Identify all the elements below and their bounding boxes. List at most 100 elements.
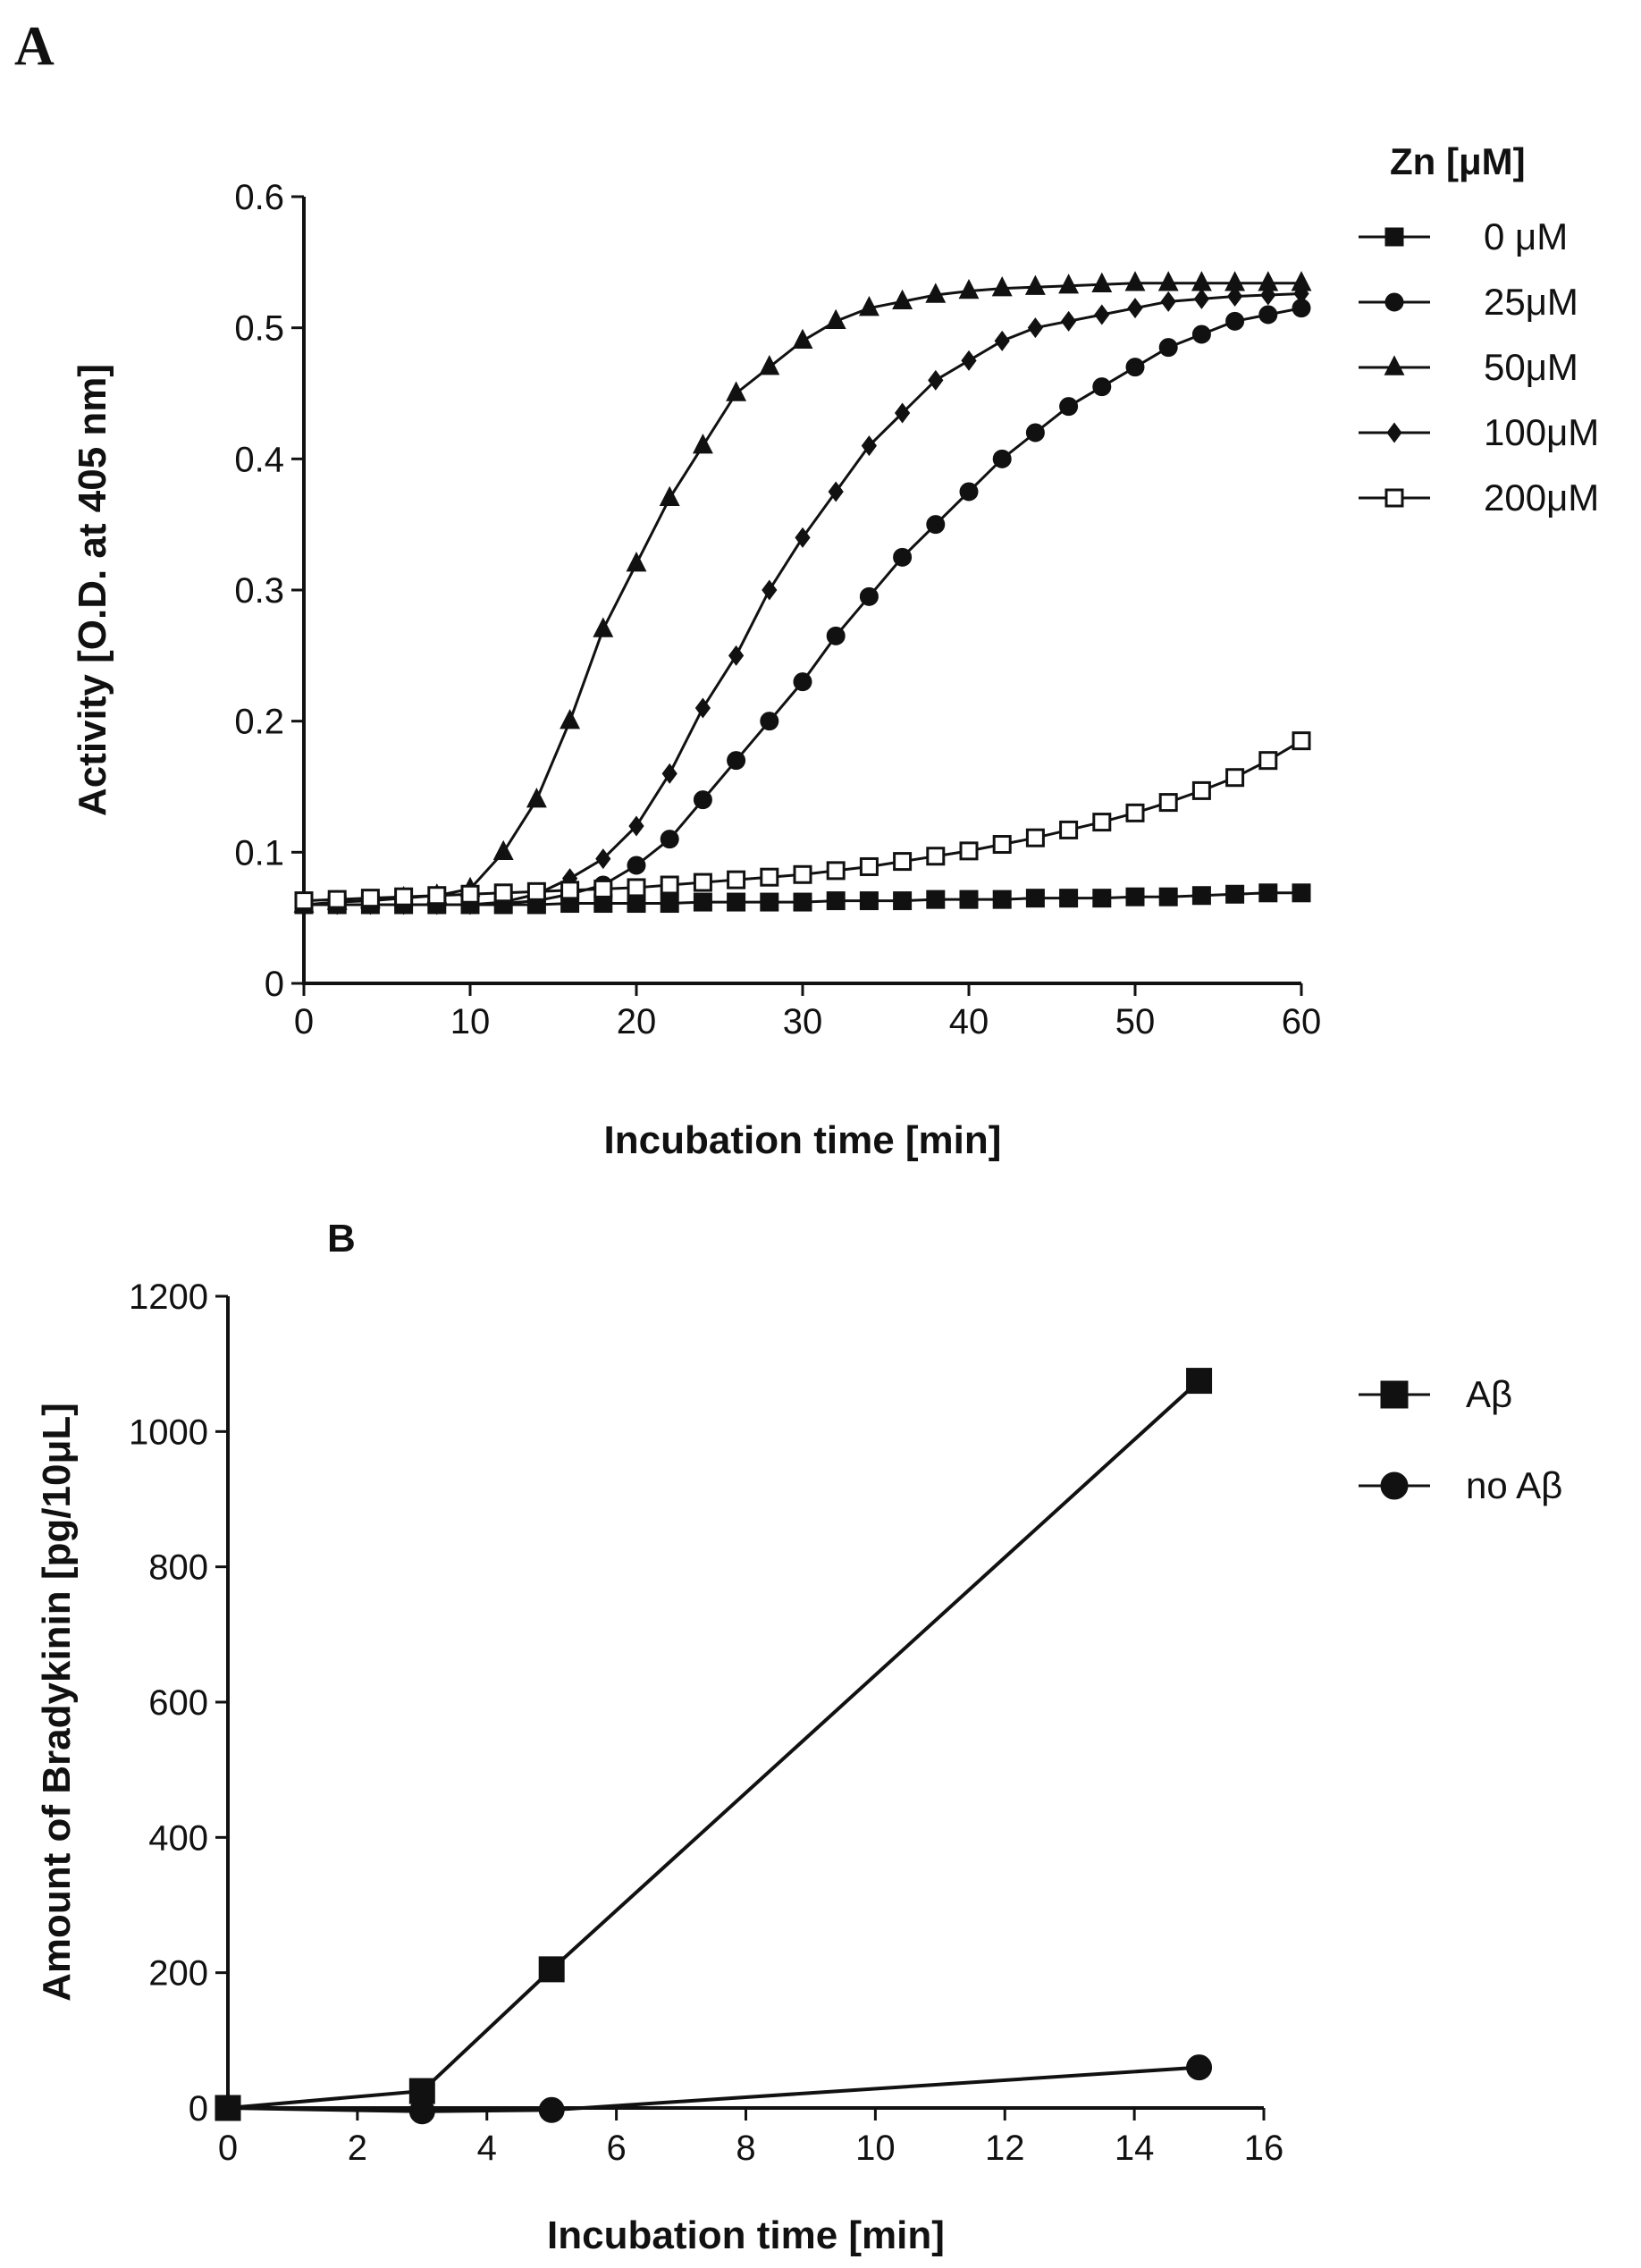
data-point bbox=[1260, 284, 1276, 306]
data-point bbox=[994, 330, 1010, 351]
x-tick-label: 0 bbox=[218, 2129, 238, 2168]
y-tick-label: 600 bbox=[148, 1683, 208, 1723]
data-point bbox=[760, 867, 779, 887]
legend-marker bbox=[1384, 292, 1404, 312]
legend-marker bbox=[1380, 1380, 1409, 1409]
data-point bbox=[1092, 889, 1112, 908]
data-point bbox=[892, 289, 913, 310]
data-point bbox=[560, 881, 580, 900]
x-tick-label: 12 bbox=[985, 2129, 1025, 2168]
x-tick-label: 50 bbox=[1115, 1002, 1156, 1041]
data-point bbox=[1225, 768, 1245, 788]
legend-label: 100μM bbox=[1484, 411, 1599, 453]
data-point bbox=[1125, 358, 1145, 377]
data-point bbox=[660, 875, 679, 895]
data-point bbox=[926, 515, 946, 535]
y-tick-label: 200 bbox=[148, 1954, 208, 1994]
x-tick-label: 14 bbox=[1115, 2129, 1155, 2168]
x-tick-label: 30 bbox=[783, 1002, 823, 1041]
data-point bbox=[826, 891, 846, 911]
legend-marker bbox=[1380, 1471, 1409, 1500]
data-point bbox=[593, 617, 614, 637]
data-point bbox=[661, 763, 677, 784]
data-point bbox=[526, 881, 546, 901]
data-point bbox=[1191, 780, 1211, 800]
data-point bbox=[958, 278, 980, 299]
data-point bbox=[538, 1956, 565, 1983]
data-point bbox=[526, 788, 547, 808]
data-point bbox=[727, 870, 746, 889]
data-point bbox=[858, 296, 879, 316]
data-point bbox=[828, 481, 844, 502]
data-point bbox=[792, 328, 813, 350]
data-point bbox=[1060, 310, 1077, 332]
data-point bbox=[1092, 377, 1112, 397]
series-line-2 bbox=[303, 282, 1301, 906]
series-line-1 bbox=[304, 307, 1302, 906]
legend-label: 25μM bbox=[1484, 281, 1578, 323]
data-point bbox=[693, 892, 712, 912]
data-point bbox=[215, 2095, 241, 2121]
data-point bbox=[793, 864, 812, 884]
y-tick-label: 0.2 bbox=[234, 703, 284, 742]
data-point bbox=[1186, 2054, 1213, 2081]
data-point bbox=[859, 586, 879, 606]
data-point bbox=[727, 892, 746, 912]
data-point bbox=[859, 856, 879, 876]
y-tick-label: 1000 bbox=[129, 1412, 208, 1452]
data-point bbox=[992, 449, 1012, 468]
data-point bbox=[1258, 883, 1278, 903]
data-point bbox=[992, 889, 1012, 909]
data-point bbox=[327, 889, 347, 909]
x-tick-label: 20 bbox=[617, 1002, 657, 1041]
y-tick-label: 0 bbox=[265, 965, 284, 1004]
data-point bbox=[660, 894, 679, 914]
data-point bbox=[959, 841, 979, 861]
data-point bbox=[1193, 288, 1210, 309]
data-point bbox=[925, 282, 947, 303]
data-point bbox=[961, 350, 977, 371]
legend-marker bbox=[1384, 355, 1405, 375]
data-point bbox=[1293, 283, 1309, 305]
legend-marker bbox=[1386, 422, 1402, 443]
x-tick-label: 10 bbox=[450, 1002, 491, 1041]
data-point bbox=[1124, 271, 1146, 291]
data-point bbox=[894, 402, 911, 424]
x-tick-label: 16 bbox=[1244, 2129, 1284, 2168]
data-point bbox=[1186, 1368, 1213, 1395]
data-point bbox=[492, 839, 514, 861]
data-point bbox=[538, 2096, 565, 2123]
data-point bbox=[1059, 820, 1079, 839]
series-line-0 bbox=[227, 1379, 1200, 2110]
data-point bbox=[1025, 423, 1045, 443]
data-point bbox=[992, 835, 1012, 855]
data-point bbox=[692, 434, 713, 454]
data-point bbox=[694, 697, 711, 719]
y-tick-label: 0.6 bbox=[234, 178, 284, 217]
data-point bbox=[793, 892, 812, 912]
x-tick-label: 0 bbox=[294, 1002, 314, 1041]
data-point bbox=[427, 886, 447, 906]
data-point bbox=[926, 847, 946, 866]
data-point bbox=[394, 887, 414, 906]
y-axis-title: Amount of Bradykinin [pg/10μL] bbox=[35, 1403, 79, 2002]
data-point bbox=[861, 435, 878, 457]
data-point bbox=[627, 856, 646, 875]
data-point bbox=[1027, 317, 1044, 339]
data-point bbox=[893, 547, 913, 567]
chart-b: 0 200 400 600 800 1000 1200 0 2 4 6 8 10 12 14 16 Incuba… bbox=[35, 1277, 1562, 2257]
data-point bbox=[627, 878, 646, 898]
data-point bbox=[1191, 886, 1211, 906]
data-point bbox=[893, 852, 913, 872]
data-point bbox=[793, 672, 812, 692]
legend-label: 200μM bbox=[1484, 476, 1599, 519]
y-tick-label: 800 bbox=[148, 1548, 208, 1588]
y-tick-label: 0.1 bbox=[234, 833, 284, 873]
data-point bbox=[593, 879, 613, 898]
data-point bbox=[727, 751, 746, 771]
data-point bbox=[826, 626, 846, 645]
data-point bbox=[726, 381, 747, 401]
data-point bbox=[626, 552, 647, 572]
y-tick-label: 0.4 bbox=[234, 440, 284, 479]
